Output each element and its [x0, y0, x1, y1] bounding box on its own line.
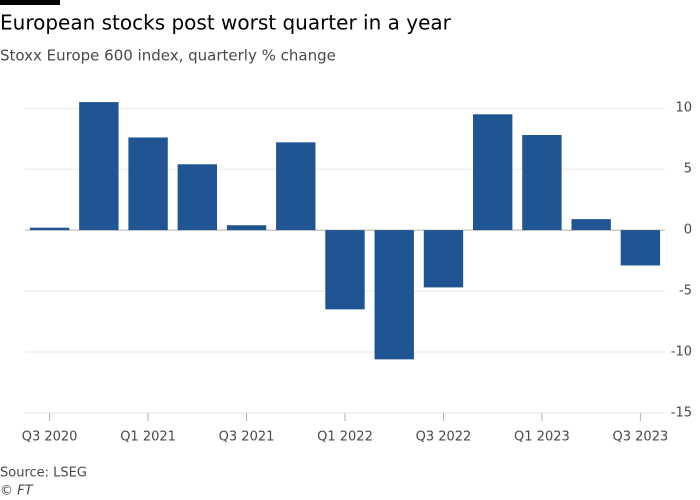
- x-tick-label: Q1 2023: [514, 430, 570, 445]
- bar: [226, 225, 267, 231]
- x-tick-label: Q1 2021: [120, 430, 176, 445]
- bar: [276, 142, 316, 231]
- bar: [79, 102, 119, 231]
- bar: [423, 230, 464, 288]
- bar: [522, 135, 562, 231]
- bar: [177, 164, 217, 231]
- bar: [128, 137, 168, 231]
- bar: [374, 230, 414, 360]
- bar: [325, 230, 365, 310]
- x-tick-label: Q3 2023: [613, 430, 669, 445]
- brand-bar: [0, 0, 60, 5]
- bar: [473, 114, 513, 231]
- bar: [29, 227, 70, 231]
- y-tick-label: -15: [671, 406, 692, 421]
- y-tick-label: 0: [684, 223, 692, 238]
- credit: © FT: [0, 484, 34, 499]
- chart-subtitle: Stoxx Europe 600 index, quarterly % chan…: [0, 47, 336, 65]
- y-tick-label: 5: [684, 162, 692, 177]
- x-tick-label: Q1 2022: [317, 430, 373, 445]
- y-tick-label: -10: [671, 345, 692, 360]
- bar: [571, 219, 611, 231]
- source: Source: LSEG: [0, 466, 87, 481]
- y-tick-label: 10: [675, 101, 692, 116]
- y-tick-label: -5: [679, 284, 692, 299]
- chart-title: European stocks post worst quarter in a …: [0, 11, 452, 35]
- x-tick-label: Q3 2021: [219, 430, 275, 445]
- x-tick-label: Q3 2020: [22, 430, 78, 445]
- bar: [620, 230, 661, 266]
- x-tick-label: Q3 2022: [416, 430, 472, 445]
